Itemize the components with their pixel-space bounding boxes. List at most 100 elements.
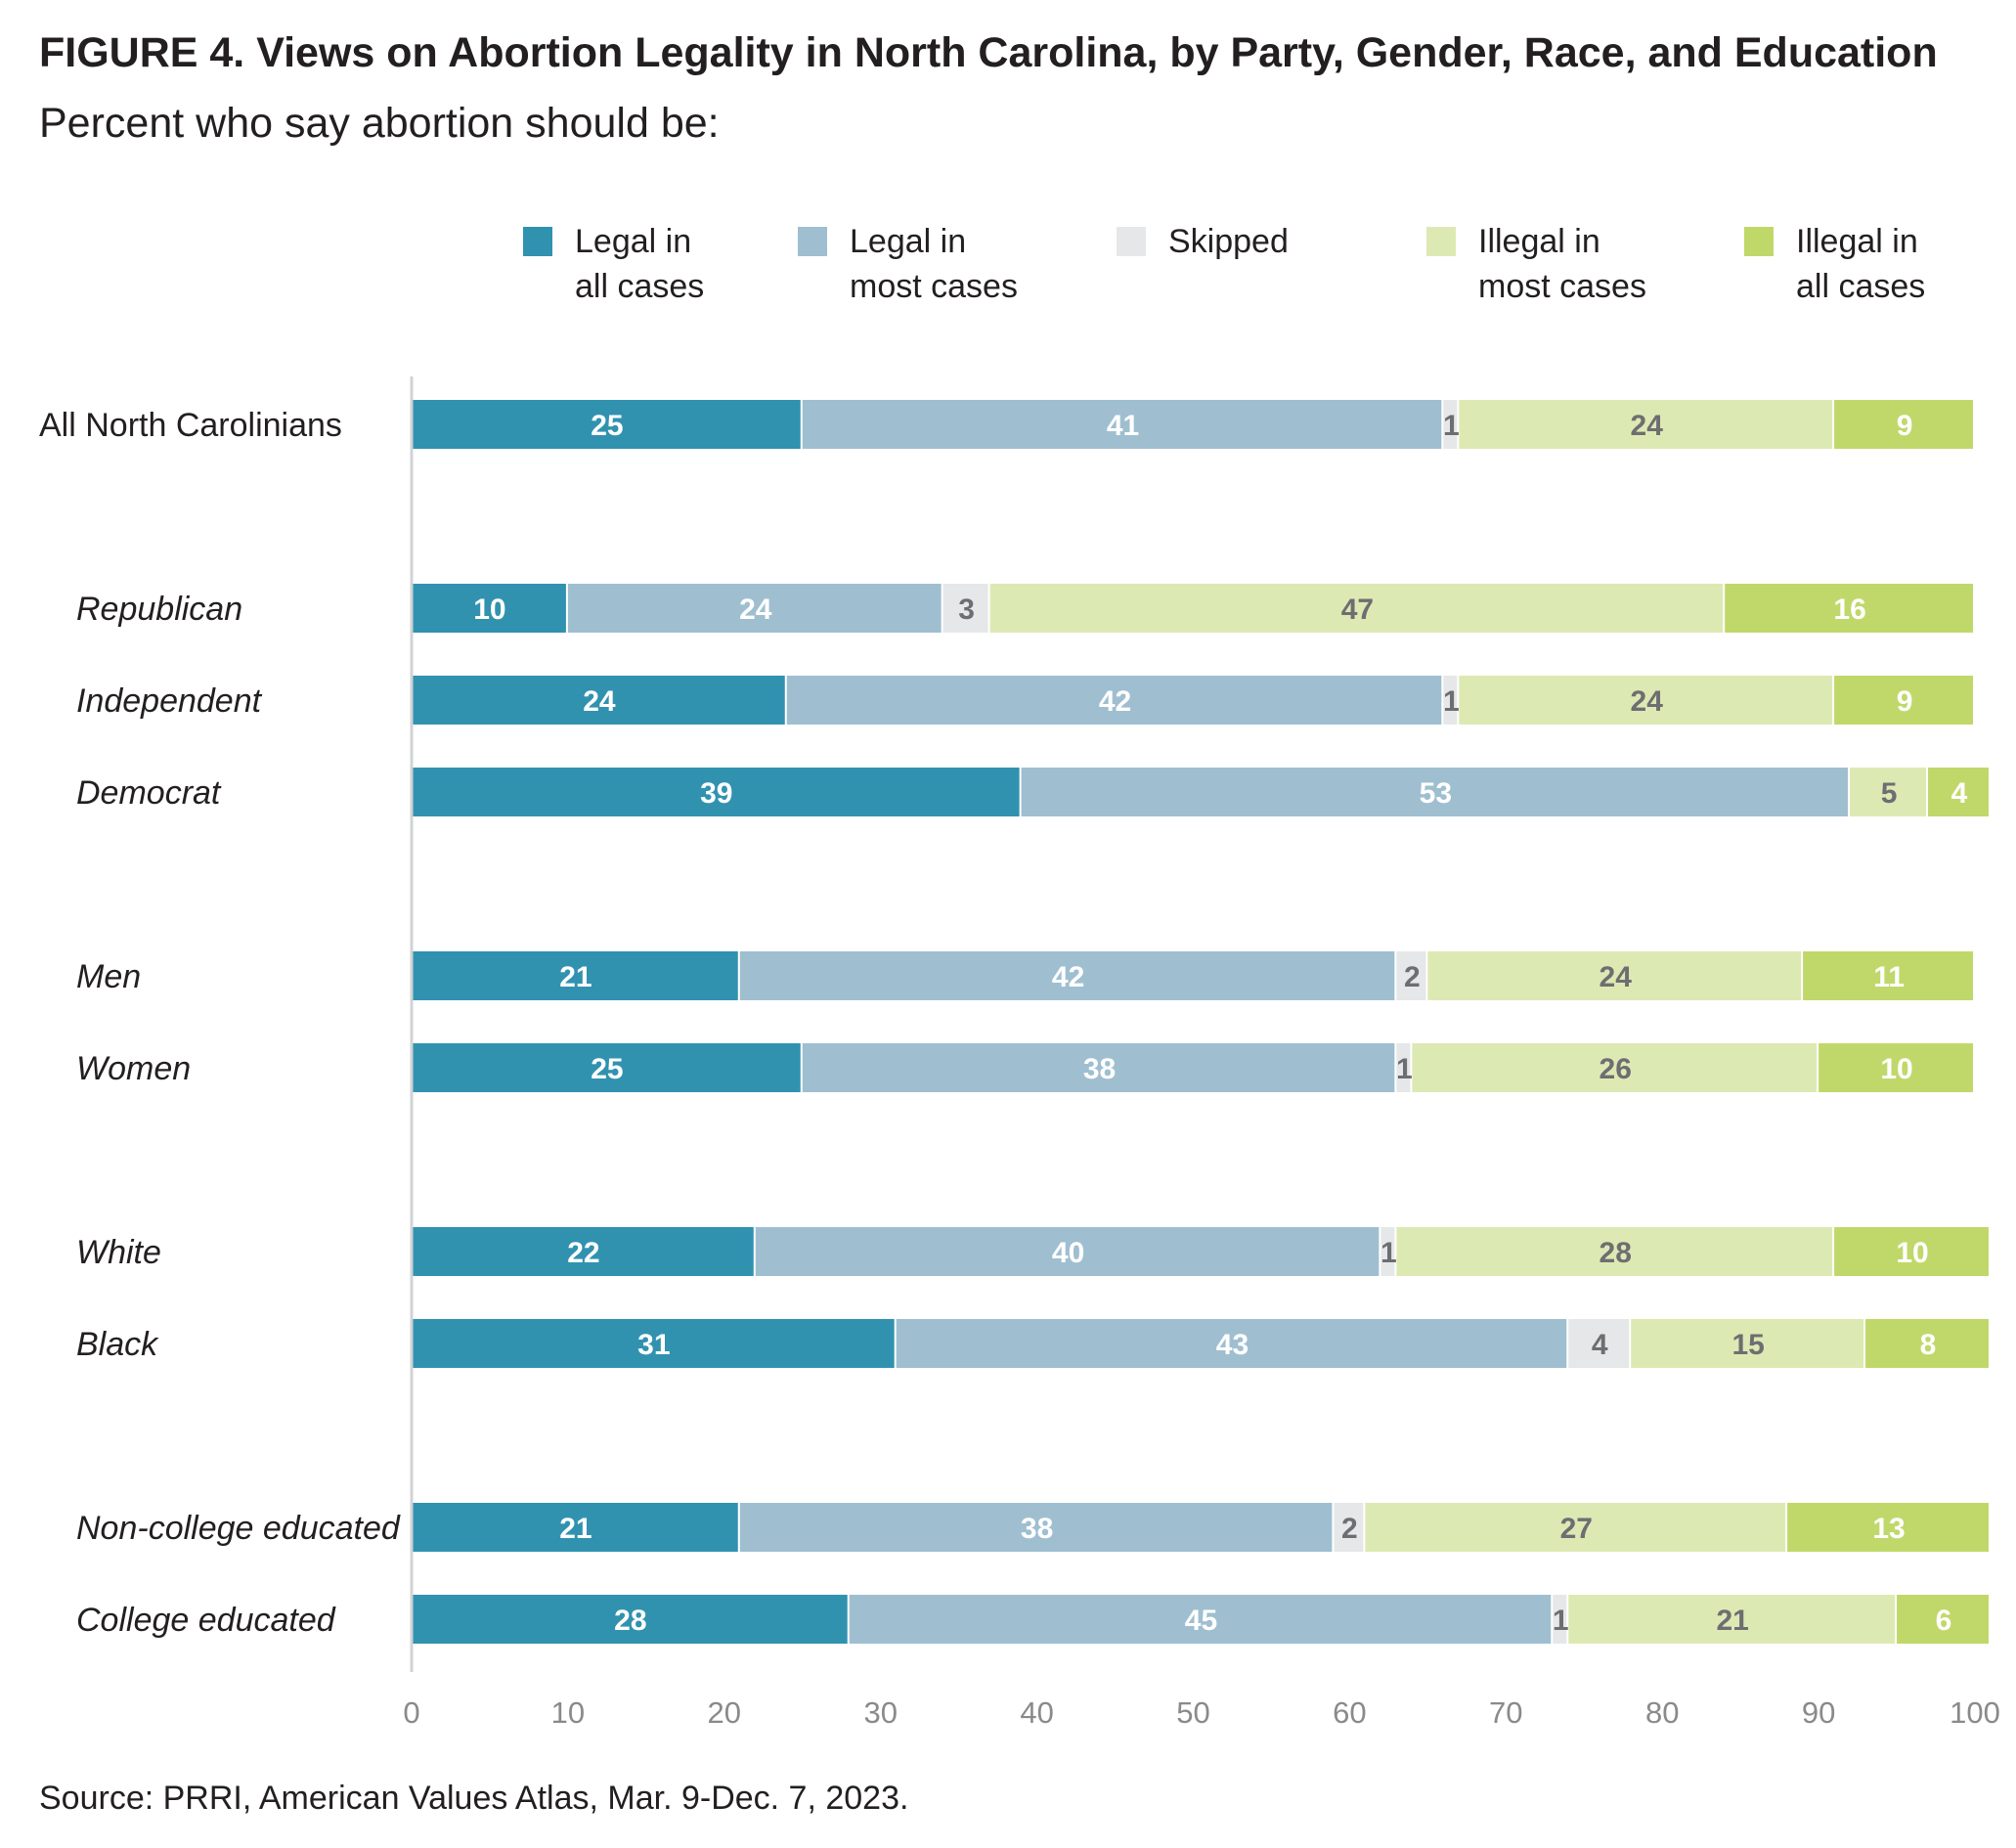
value-label-1-3: 47	[1341, 594, 1374, 626]
value-label-2-2: 1	[1443, 685, 1460, 718]
value-label-7-4: 8	[1920, 1329, 1937, 1361]
bar-segment-1-3	[989, 584, 1724, 633]
bar-segment-6-2	[1381, 1227, 1395, 1276]
bar-segment-5-1	[802, 1043, 1395, 1092]
legend-label-0-1: all cases	[575, 268, 704, 305]
legend-label-3-1: most cases	[1478, 268, 1646, 305]
bar-segment-9-2	[1553, 1595, 1567, 1644]
x-tick-label-8: 80	[1645, 1695, 1679, 1730]
x-tick-label-2: 20	[708, 1695, 741, 1730]
bar-segment-0-3	[1459, 400, 1833, 449]
bar-segment-7-2	[1568, 1319, 1630, 1368]
legend-label-0-0: Legal in	[575, 223, 691, 260]
x-tick-label-3: 30	[863, 1695, 897, 1730]
value-label-0-2: 1	[1443, 410, 1460, 442]
category-label-5: Women	[76, 1050, 191, 1087]
bar-segment-9-4	[1897, 1595, 1989, 1644]
value-label-8-0: 21	[559, 1513, 592, 1545]
bar-segment-3-1	[1021, 768, 1849, 816]
category-label-8: Non-college educated	[76, 1510, 401, 1547]
category-label-2: Independent	[76, 682, 263, 720]
category-label-6: White	[76, 1234, 161, 1271]
value-label-8-2: 2	[1341, 1513, 1358, 1545]
value-label-2-4: 9	[1897, 685, 1913, 718]
value-label-1-2: 3	[958, 594, 975, 626]
x-tick-label-10: 100	[1950, 1695, 2000, 1730]
chart-subtitle: Percent who say abortion should be:	[39, 100, 720, 147]
bar-segment-5-2	[1396, 1043, 1411, 1092]
bar-segment-1-1	[567, 584, 942, 633]
value-label-5-1: 38	[1083, 1053, 1116, 1085]
value-label-6-2: 1	[1381, 1237, 1397, 1269]
legend-swatch-0	[523, 227, 552, 256]
bar-segment-6-1	[755, 1227, 1380, 1276]
value-label-0-1: 41	[1107, 410, 1139, 442]
value-label-0-3: 24	[1631, 410, 1664, 442]
bar-segment-8-1	[739, 1503, 1333, 1552]
value-label-4-0: 21	[559, 961, 592, 993]
value-label-7-3: 15	[1731, 1329, 1764, 1361]
bar-segment-4-4	[1803, 951, 1973, 1000]
value-label-7-0: 31	[637, 1329, 670, 1361]
value-label-3-4: 4	[1951, 777, 1968, 810]
bar-segment-2-1	[786, 676, 1442, 725]
x-axis: 0 10 20 30 40 50 60 70 80 90 100	[403, 376, 2000, 1730]
legend-label-3-0: Illegal in	[1478, 223, 1600, 260]
value-label-0-4: 9	[1897, 410, 1913, 442]
value-label-7-2: 4	[1592, 1329, 1608, 1361]
bar-segment-8-0	[412, 1503, 738, 1552]
value-label-6-4: 10	[1896, 1237, 1928, 1269]
category-label-0: All North Carolinians	[39, 407, 342, 444]
value-label-1-0: 10	[473, 594, 505, 626]
x-tick-label-0: 0	[403, 1695, 419, 1730]
bar-segment-4-0	[412, 951, 738, 1000]
value-label-5-2: 1	[1396, 1053, 1413, 1085]
legend-swatch-3	[1426, 227, 1456, 256]
chart-title: FIGURE 4. Views on Abortion Legality in …	[39, 29, 1938, 76]
bar-segment-2-3	[1459, 676, 1833, 725]
bar-segment-6-0	[412, 1227, 754, 1276]
x-tick-label-7: 70	[1489, 1695, 1522, 1730]
bar-segment-8-3	[1365, 1503, 1786, 1552]
bar-segment-2-2	[1443, 676, 1458, 725]
bar-segment-7-1	[896, 1319, 1567, 1368]
value-label-6-1: 40	[1052, 1237, 1084, 1269]
bar-segment-3-4	[1928, 768, 1989, 816]
bar-segment-9-3	[1568, 1595, 1896, 1644]
value-label-5-3: 26	[1600, 1053, 1632, 1085]
bar-segment-4-2	[1396, 951, 1426, 1000]
x-tick-label-4: 40	[1020, 1695, 1053, 1730]
legend-swatch-2	[1117, 227, 1146, 256]
bar-segment-6-4	[1834, 1227, 1989, 1276]
bar-segment-7-0	[412, 1319, 895, 1368]
value-label-4-1: 42	[1052, 961, 1084, 993]
category-label-3: Democrat	[76, 774, 222, 812]
legend-label-1-0: Legal in	[850, 223, 966, 260]
bar-segment-0-0	[412, 400, 801, 449]
bar-segment-5-4	[1819, 1043, 1973, 1092]
value-label-1-4: 16	[1833, 594, 1865, 626]
legend-label-1-1: most cases	[850, 268, 1018, 305]
value-label-3-3: 5	[1881, 777, 1898, 810]
x-tick-label-6: 60	[1333, 1695, 1366, 1730]
bar-segment-5-0	[412, 1043, 801, 1092]
bar-segment-1-0	[412, 584, 566, 633]
value-label-2-0: 24	[583, 685, 616, 718]
x-tick-label-5: 50	[1176, 1695, 1209, 1730]
legend-label-4-0: Illegal in	[1796, 223, 1918, 260]
value-label-9-3: 21	[1716, 1605, 1748, 1637]
bar-segment-4-1	[739, 951, 1395, 1000]
bar-segment-3-0	[412, 768, 1020, 816]
value-label-7-1: 43	[1216, 1329, 1249, 1361]
category-label-4: Men	[76, 958, 141, 995]
bar-segment-2-4	[1834, 676, 1973, 725]
value-label-3-1: 53	[1420, 777, 1452, 810]
bar-segment-6-3	[1396, 1227, 1833, 1276]
value-label-8-1: 38	[1021, 1513, 1053, 1545]
value-label-2-3: 24	[1631, 685, 1664, 718]
bar-segment-8-4	[1787, 1503, 1989, 1552]
value-label-9-0: 28	[614, 1605, 646, 1637]
legend-swatch-4	[1744, 227, 1774, 256]
value-label-4-4: 11	[1873, 961, 1905, 993]
